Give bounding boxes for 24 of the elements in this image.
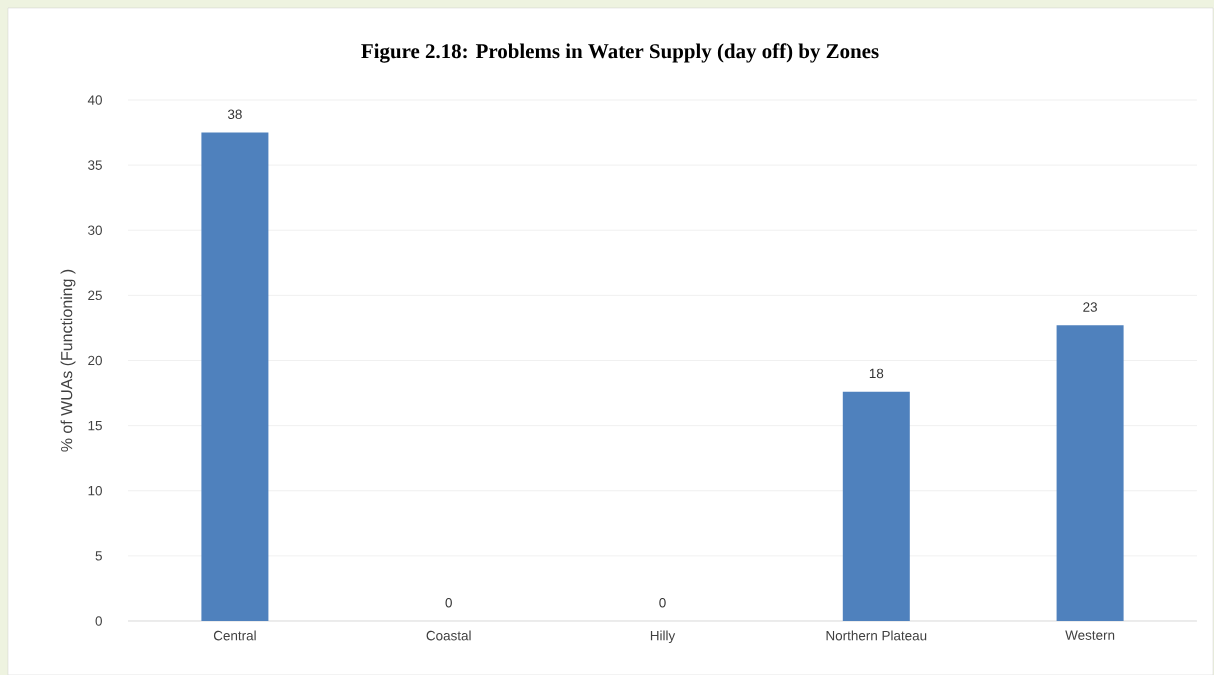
bar	[201, 132, 269, 621]
bar	[1056, 325, 1124, 621]
y-tick-label: 25	[88, 290, 102, 301]
bar	[842, 391, 910, 621]
y-tick-label: 35	[88, 160, 102, 170]
x-tick-label: Central	[213, 630, 256, 641]
y-tick-label: 30	[88, 225, 102, 235]
y-tick-label: 20	[88, 355, 102, 366]
data-label: 38	[227, 109, 242, 119]
x-tick-label: Western	[1065, 630, 1115, 640]
y-axis-title: % of WUAs (Functioning )	[60, 269, 76, 452]
y-tick-label: 15	[88, 420, 102, 431]
x-tick-label: Coastal	[426, 630, 471, 641]
data-label: 0	[659, 597, 666, 608]
y-tick-label: 10	[88, 485, 102, 496]
x-tick-label: Hilly	[650, 630, 676, 643]
chart-title: Figure 2.18: Problems in Water Supply (day off) by Zones	[361, 43, 879, 63]
x-tick-label: Northern Plateau	[826, 630, 927, 641]
y-tick-label: 0	[95, 616, 102, 626]
data-label: 0	[445, 597, 452, 608]
y-tick-label: 40	[87, 95, 102, 105]
data-label: 23	[1083, 302, 1097, 312]
data-label: 18	[869, 368, 884, 379]
y-tick-label: 5	[95, 551, 102, 561]
